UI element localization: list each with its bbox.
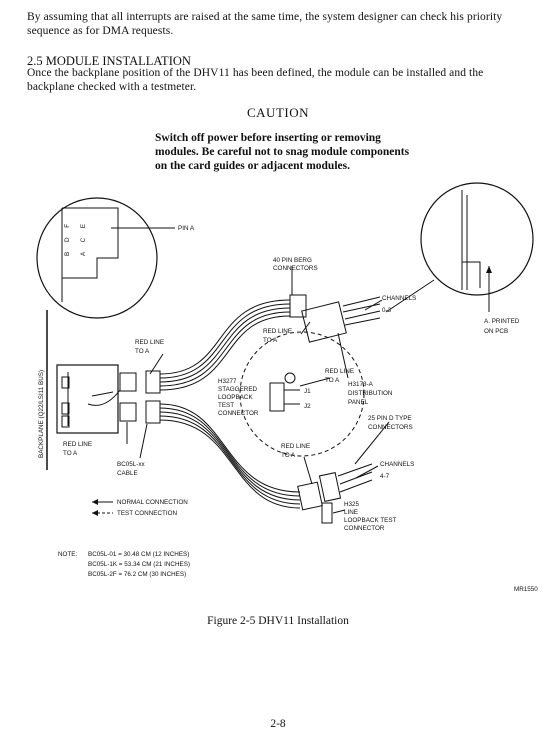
- section-heading: 2.5 MODULE INSTALLATION: [27, 54, 191, 68]
- label-berg-2: CONNECTORS: [273, 265, 318, 272]
- pin-row-ace: A C E: [80, 220, 87, 256]
- caution-line-3: on the card guides or adjacent modules.: [155, 160, 350, 172]
- cable-channels-0-3: [159, 299, 291, 375]
- label-red-line-d-2: TO A: [281, 452, 296, 459]
- label-channels-03-2: 0-3: [382, 307, 392, 314]
- legend-normal: NORMAL CONNECTION: [117, 499, 188, 506]
- note-line-1: BC05L-01 = 30.48 CM (12 INCHES): [88, 551, 189, 558]
- installation-diagram: B D F A C E PIN A 40 PIN BERG CONNECTORS…: [36, 182, 538, 593]
- label-25pin-2: CONNECTORS: [368, 424, 413, 431]
- label-berg-1: 40 PIN BERG: [273, 257, 312, 264]
- label-channels-47-2: 4-7: [380, 473, 390, 480]
- intro-line-2: sequence as for DMA requests.: [27, 25, 174, 37]
- label-h325-2: LINE: [344, 509, 358, 516]
- note-label: NOTE:: [58, 551, 77, 558]
- h325-loopback-connector: [321, 502, 333, 524]
- note-line-3: BC05L-2F = 76.2 CM (30 INCHES): [88, 571, 186, 578]
- label-red-line-berg-1: RED LINE: [263, 328, 292, 335]
- caution-title: CAUTION: [247, 105, 309, 120]
- pin-row-bdf: B D F: [64, 220, 71, 256]
- caution-line-1: Switch off power before inserting or rem…: [155, 132, 381, 144]
- label-j2: J2: [304, 403, 311, 410]
- label-bc05l-1: BC05L-xx: [117, 461, 145, 468]
- module-board: [56, 364, 119, 434]
- label-h3277-4: TEST: [218, 402, 234, 409]
- label-h325-4: CONNECTOR: [344, 525, 385, 532]
- label-25pin-1: 25 PIN D TYPE: [368, 415, 412, 422]
- label-h3173-2: DISTRIBUTION: [348, 390, 393, 397]
- h3277-loopback-connector: [269, 382, 285, 412]
- section-line-2: backplane checked with a testmeter.: [27, 81, 197, 93]
- cable-channels-4-7: [159, 403, 301, 493]
- label-backplane: BACKPLANE (Q22/LSI11 BUS): [38, 370, 45, 458]
- label-j1: J1: [304, 388, 311, 395]
- label-channels-03-1: CHANNELS: [382, 295, 416, 302]
- module-connector-bottom: [119, 402, 137, 422]
- label-bc05l-2: CABLE: [117, 470, 138, 477]
- label-h3277-5: CONNECTOR: [218, 410, 259, 417]
- label-red-line-j1-2: TO A: [325, 377, 340, 384]
- left-detail-circle: [36, 197, 158, 319]
- label-red-line-module-1: RED LINE: [135, 339, 164, 346]
- label-h3277-3: LOOPBACK: [218, 394, 253, 401]
- caution-notice: Switch off power before inserting or rem…: [155, 131, 425, 173]
- label-red-line-cable-1: RED LINE: [63, 441, 92, 448]
- section-line-1: Once the backplane position of the DHV11…: [27, 67, 484, 79]
- d-type-connector: [297, 481, 323, 511]
- label-red-line-cable-2: TO A: [63, 450, 78, 457]
- intro-line-1: By assuming that all interrupts are rais…: [27, 11, 503, 23]
- label-h325-3: LOOPBACK TEST: [344, 517, 397, 524]
- label-h3173-1: H3173-A: [348, 381, 374, 388]
- label-printed-2: ON PCB: [484, 328, 508, 335]
- label-channels-47-1: CHANNELS: [380, 461, 414, 468]
- label-red-line-d-1: RED LINE: [281, 443, 310, 450]
- label-pin-a: PIN A: [178, 225, 195, 232]
- art-code: MR1550: [514, 586, 538, 593]
- label-h3277-2: STAGGERED: [218, 386, 258, 393]
- distribution-panel-h3173: [301, 301, 347, 343]
- module-connector-top: [119, 372, 137, 392]
- figure-caption: Figure 2-5 DHV11 Installation: [207, 615, 349, 627]
- caution-line-2: modules. Be careful not to snag module c…: [155, 146, 410, 158]
- note-line-2: BC05L-1K = 53.34 CM (21 INCHES): [88, 561, 190, 568]
- page-number: 2-8: [270, 718, 286, 730]
- label-red-line-module-2: TO A: [135, 348, 150, 355]
- legend-test: TEST CONNECTION: [117, 510, 178, 517]
- label-h3173-3: PANEL: [348, 399, 369, 406]
- right-detail-circle: [420, 182, 534, 296]
- label-red-line-j1-1: RED LINE: [325, 368, 354, 375]
- label-red-line-berg-2: TO A: [263, 337, 278, 344]
- label-h325-1: H325: [344, 501, 360, 508]
- label-h3277-1: H3277: [218, 378, 237, 385]
- label-printed-1: A. PRINTED: [484, 318, 520, 325]
